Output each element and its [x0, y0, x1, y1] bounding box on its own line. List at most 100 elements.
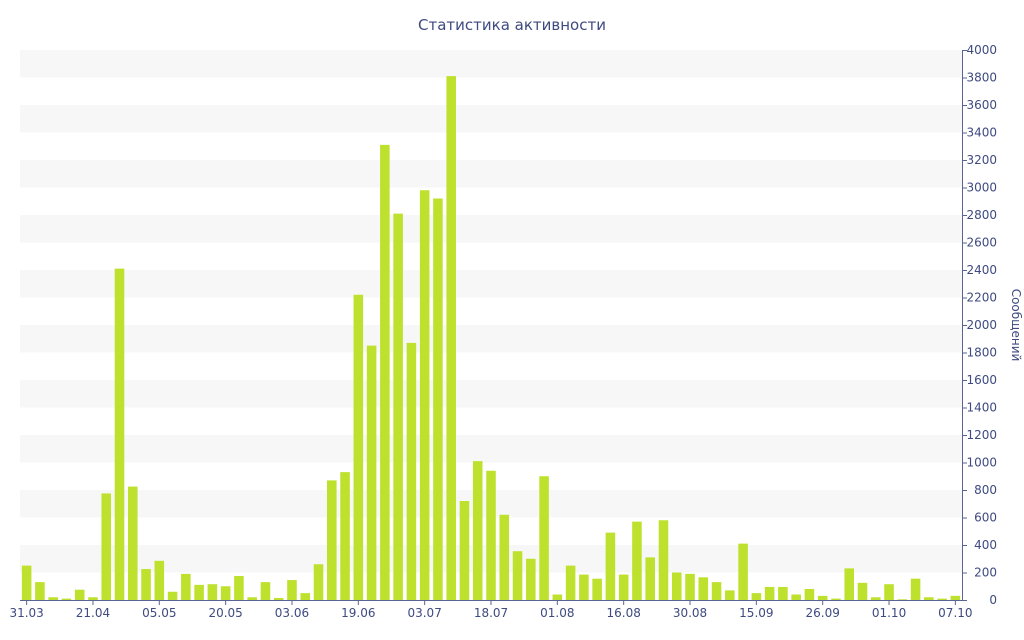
bar [791, 594, 801, 600]
bar [499, 514, 510, 600]
x-tick-label: 20.05 [208, 606, 242, 620]
x-tick-label: 26.09 [806, 606, 840, 620]
bar [260, 582, 271, 600]
y-tick-label: 200 [974, 566, 997, 580]
y-tick-label: 1000 [966, 456, 997, 470]
bar [48, 597, 58, 600]
y-tick-label: 2200 [966, 291, 997, 305]
x-tick-label: 01.08 [540, 606, 574, 620]
grid-band [20, 380, 962, 408]
bar [565, 565, 576, 600]
bar [35, 582, 45, 600]
bar [632, 521, 642, 600]
grid-band [20, 50, 962, 78]
bar [273, 597, 284, 600]
bar [74, 589, 85, 600]
y-tick-label: 600 [974, 511, 997, 525]
bar [380, 144, 390, 600]
x-axis-ticks: 31.03 21.04 05.05 20.05 03.06 19.06 03.07 18.07… [9, 600, 973, 620]
bar [366, 345, 377, 600]
bar [459, 501, 470, 600]
grid-band [20, 325, 962, 353]
y-tick-label: 400 [974, 538, 997, 552]
bar [725, 590, 735, 600]
y-tick-label: 2800 [966, 208, 997, 222]
x-tick-label: 07.10 [938, 606, 972, 620]
bar [910, 578, 921, 600]
bar [486, 470, 496, 600]
bar [340, 472, 350, 600]
bar [817, 595, 828, 600]
bar [937, 598, 947, 600]
bar [127, 486, 138, 600]
bar [778, 586, 788, 600]
x-tick-label: 01.10 [872, 606, 906, 620]
bar [618, 574, 629, 600]
bar [327, 480, 337, 600]
y-tick-label: 1600 [966, 373, 997, 387]
bar [831, 598, 841, 600]
bar [472, 461, 483, 600]
grid-band [20, 435, 962, 463]
bar [671, 572, 682, 600]
y-tick-label: 0 [989, 593, 997, 607]
bar [313, 564, 324, 600]
bar [154, 560, 165, 600]
bar [870, 597, 881, 600]
grid-band [20, 270, 962, 298]
bar [924, 597, 934, 600]
bar [857, 582, 868, 600]
bar [167, 591, 178, 600]
bar [658, 520, 669, 600]
bar [181, 573, 191, 600]
bar [804, 589, 815, 600]
y-axis-title: Сообщений [1009, 289, 1023, 362]
x-tick-label: 18.07 [474, 606, 508, 620]
bar [685, 573, 695, 600]
x-tick-label: 31.03 [9, 606, 43, 620]
y-tick-label: 3600 [966, 98, 997, 112]
bar [645, 557, 655, 600]
x-tick-label: 03.06 [275, 606, 309, 620]
y-tick-label: 3000 [966, 181, 997, 195]
bar [738, 543, 748, 600]
bar [884, 584, 894, 600]
y-tick-label: 3200 [966, 153, 997, 167]
grid-band [20, 105, 962, 133]
bar [300, 593, 311, 600]
x-tick-label: 05.05 [142, 606, 176, 620]
bar [950, 595, 961, 600]
bar [446, 76, 456, 600]
y-tick-label: 4000 [966, 43, 997, 57]
y-tick-label: 1400 [966, 401, 997, 415]
x-tick-label: 03.07 [407, 606, 441, 620]
y-tick-label: 1200 [966, 428, 997, 442]
bar [711, 582, 722, 600]
bar [433, 198, 443, 600]
y-tick-label: 2600 [966, 236, 997, 250]
x-tick-label: 15.09 [739, 606, 773, 620]
bar [194, 584, 204, 600]
bar [698, 577, 709, 600]
bar [101, 493, 112, 600]
y-tick-label: 3800 [966, 71, 997, 85]
x-tick-label: 16.08 [606, 606, 640, 620]
bar [539, 476, 549, 600]
bar [419, 190, 430, 600]
bar [605, 532, 616, 600]
bar [393, 213, 403, 600]
chart-title: Статистика активности [418, 16, 606, 34]
bar [88, 597, 98, 600]
y-tick-label: 1800 [966, 346, 997, 360]
bar [61, 598, 72, 600]
bar [592, 578, 602, 600]
grid-band [20, 215, 962, 243]
x-tick-label: 19.06 [341, 606, 375, 620]
bar [141, 569, 151, 600]
grid-band [20, 160, 962, 188]
bar [526, 558, 536, 600]
bar [406, 342, 417, 600]
bar [897, 599, 908, 600]
y-tick-label: 2400 [966, 263, 997, 277]
